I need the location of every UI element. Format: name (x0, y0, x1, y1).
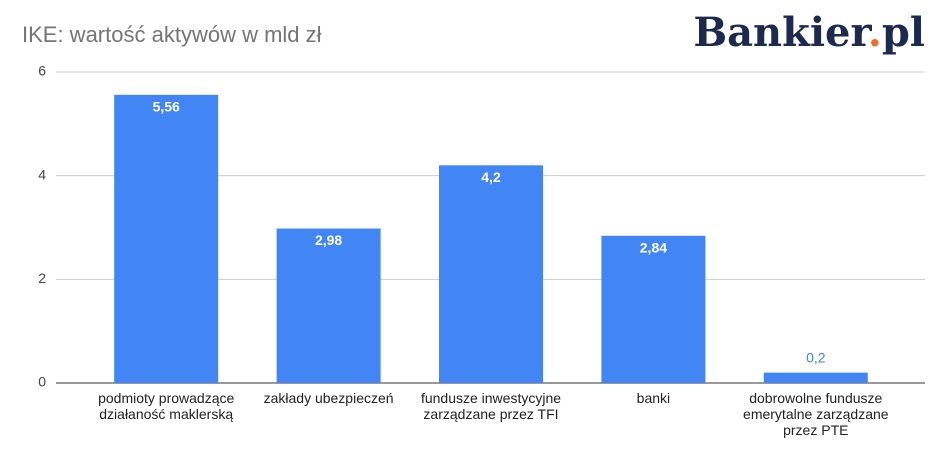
x-tick-label: dobrowolne fundusze emerytalne zarządzan… (743, 390, 889, 438)
logo-tld: pl (882, 9, 925, 56)
x-tick-label: zakłady ubezpieczeń (263, 390, 394, 406)
bar (439, 165, 543, 383)
logo-name: Bankier (693, 9, 872, 56)
y-tick-label: 4 (38, 166, 46, 182)
bar (276, 228, 381, 383)
logo-dot: . (868, 9, 882, 56)
bar (601, 235, 706, 383)
value-label: 0,2 (806, 349, 826, 365)
x-tick-label: fundusze inwestycyjne zarządzane przez T… (420, 390, 562, 422)
value-label: 2,98 (315, 232, 342, 248)
y-tick-label: 2 (38, 270, 46, 286)
bar (763, 372, 868, 383)
x-tick-label: podmioty prowadzące działaność maklerską (98, 390, 235, 422)
value-label: 4,2 (481, 169, 501, 185)
y-tick-label: 0 (38, 374, 46, 390)
value-label: 5,56 (153, 99, 180, 115)
bar (114, 94, 219, 383)
chart-title: IKE: wartość aktywów w mld zł (22, 22, 322, 47)
logo: Bankier.pl (693, 9, 925, 56)
y-tick-label: 6 (38, 63, 46, 79)
x-tick-label: banki (636, 390, 671, 406)
value-label: 2,84 (640, 239, 667, 255)
